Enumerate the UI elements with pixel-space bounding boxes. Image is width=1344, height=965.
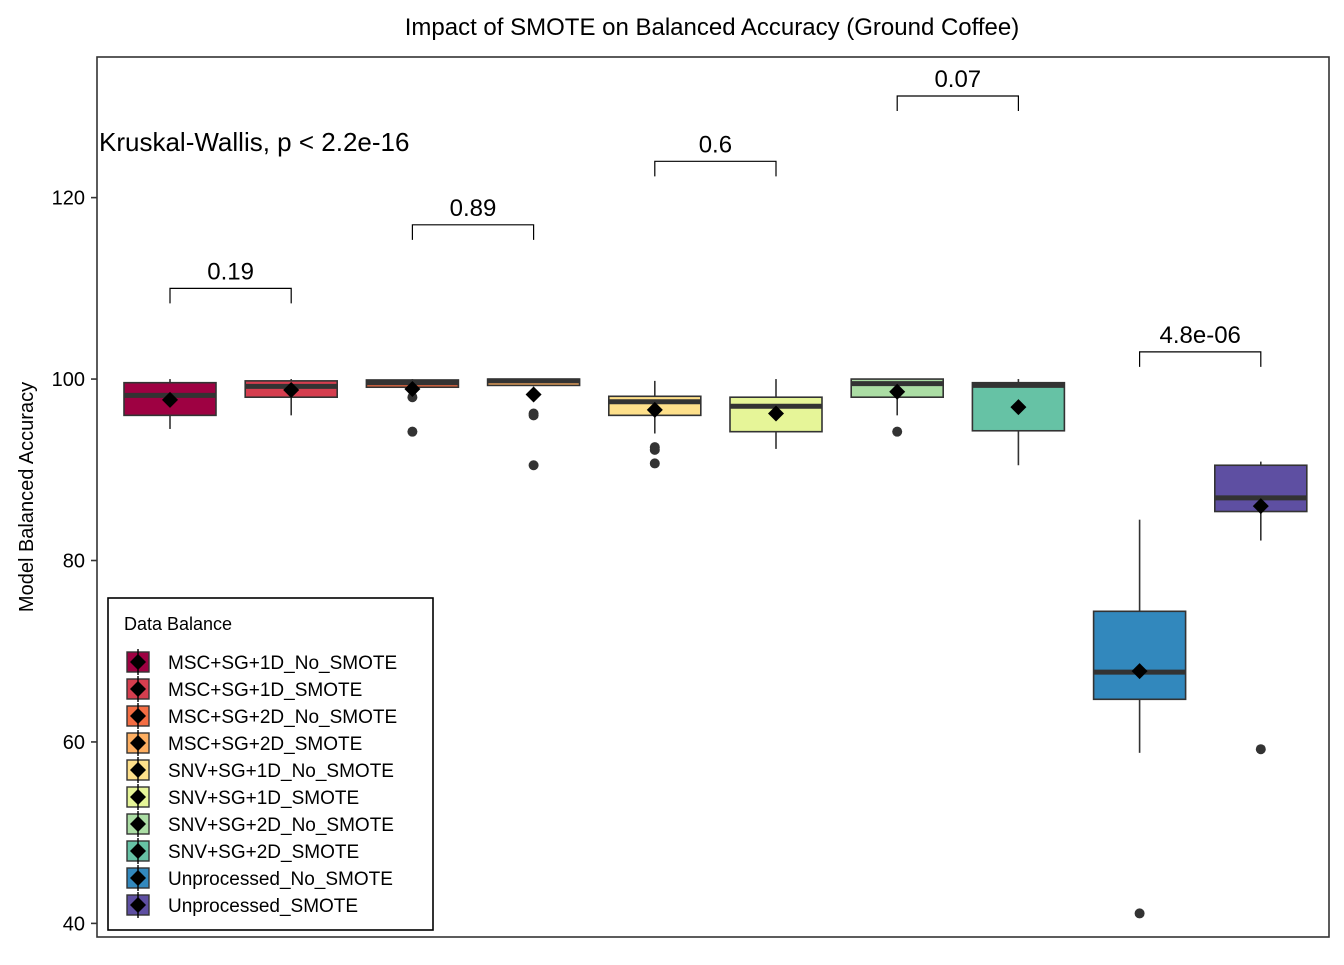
legend-title: Data Balance bbox=[124, 614, 232, 634]
legend-mean-marker bbox=[130, 816, 146, 832]
legend-label: Unprocessed_SMOTE bbox=[168, 896, 358, 917]
legend-mean-marker bbox=[130, 735, 146, 751]
y-axis-label: Model Balanced Accuracy bbox=[16, 382, 38, 612]
y-tick-label: 120 bbox=[52, 188, 85, 210]
p-value-label: 0.19 bbox=[207, 258, 254, 285]
legend-item: MSC+SG+2D_SMOTE bbox=[126, 730, 362, 756]
legend-item: SNV+SG+2D_No_SMOTE bbox=[126, 811, 394, 837]
mean-marker bbox=[162, 391, 178, 408]
y-axis: 40 60 80 100 120 bbox=[52, 188, 97, 935]
boxes bbox=[123, 378, 1308, 919]
legend-mean-marker bbox=[130, 897, 146, 913]
comparison-0.19: 0.19 bbox=[169, 258, 292, 304]
p-value-label: 4.8e-06 bbox=[1159, 322, 1240, 349]
bracket-line bbox=[896, 95, 1019, 112]
outlier-point bbox=[528, 410, 539, 421]
legend-label: MSC+SG+2D_SMOTE bbox=[168, 734, 362, 755]
box-Unprocessed_No_SMOTE bbox=[1092, 519, 1187, 919]
kruskal-wallis-annotation: Kruskal-Wallis, p < 2.2e-16 bbox=[99, 127, 409, 157]
outlier-point bbox=[1255, 744, 1266, 755]
box-SNV+SG+1D_SMOTE bbox=[729, 379, 823, 449]
legend-label: SNV+SG+1D_No_SMOTE bbox=[168, 761, 394, 782]
legend-item: MSC+SG+1D_SMOTE bbox=[126, 676, 362, 702]
chart-title: Impact of SMOTE on Balanced Accuracy (Gr… bbox=[405, 14, 1020, 41]
mean-marker bbox=[768, 405, 784, 422]
outlier-point bbox=[407, 392, 418, 403]
y-tick-label: 60 bbox=[63, 732, 85, 754]
mean-marker bbox=[525, 386, 542, 403]
legend-mean-marker bbox=[130, 762, 146, 778]
legend-item: Unprocessed_SMOTE bbox=[126, 892, 358, 918]
comparison-0.6: 0.6 bbox=[654, 131, 777, 177]
legend-mean-marker bbox=[130, 681, 146, 697]
p-value-label: 0.89 bbox=[450, 195, 497, 222]
y-tick-label: 100 bbox=[52, 369, 85, 391]
legend-item: SNV+SG+2D_SMOTE bbox=[126, 838, 359, 864]
legend-item: MSC+SG+2D_No_SMOTE bbox=[126, 703, 397, 729]
legend-mean-marker bbox=[130, 789, 146, 805]
y-tick-label: 40 bbox=[63, 913, 85, 935]
y-tick-label: 80 bbox=[63, 551, 85, 573]
outlier-point bbox=[407, 426, 418, 437]
legend-item: SNV+SG+1D_SMOTE bbox=[126, 784, 359, 810]
box-MSC+SG+2D_No_SMOTE bbox=[365, 379, 460, 437]
outlier-point bbox=[892, 426, 903, 437]
plot-panel bbox=[96, 56, 1330, 938]
outlier-point bbox=[649, 458, 660, 469]
legend: Data Balance MSC+SG+1D_No_SMOTE MSC+SG+1D… bbox=[107, 597, 434, 931]
legend-label: SNV+SG+2D_SMOTE bbox=[168, 842, 359, 863]
bracket-line bbox=[169, 287, 292, 304]
mean-marker bbox=[1131, 663, 1148, 680]
legend-label: MSC+SG+1D_SMOTE bbox=[168, 680, 362, 701]
legend-label: MSC+SG+2D_No_SMOTE bbox=[168, 707, 397, 728]
box-MSC+SG+2D_SMOTE bbox=[486, 378, 581, 471]
bracket-line bbox=[1139, 351, 1262, 367]
outlier-point bbox=[528, 460, 539, 471]
box-Unprocessed_SMOTE bbox=[1214, 461, 1308, 755]
legend-label: SNV+SG+1D_SMOTE bbox=[168, 788, 359, 809]
legend-item: MSC+SG+1D_No_SMOTE bbox=[126, 649, 397, 675]
legend-label: Unprocessed_No_SMOTE bbox=[168, 869, 393, 890]
legend-item: Unprocessed_No_SMOTE bbox=[126, 865, 393, 891]
p-value-label: 0.6 bbox=[699, 131, 732, 158]
legend-item: SNV+SG+1D_No_SMOTE bbox=[126, 757, 394, 783]
p-value-label: 0.07 bbox=[934, 66, 981, 93]
comparison-0.89: 0.89 bbox=[411, 195, 535, 240]
mean-marker bbox=[404, 381, 421, 398]
bracket-line bbox=[411, 224, 535, 240]
legend-label: MSC+SG+1D_No_SMOTE bbox=[168, 653, 397, 674]
mean-marker bbox=[1010, 399, 1027, 416]
box-SNV+SG+1D_No_SMOTE bbox=[607, 380, 702, 469]
mean-marker bbox=[889, 383, 906, 400]
box-SNV+SG+2D_No_SMOTE bbox=[850, 378, 945, 437]
box-MSC+SG+1D_No_SMOTE bbox=[123, 379, 217, 429]
comparison-brackets: 0.19 0.89 0.6 0.07 4.8e-06 bbox=[169, 66, 1262, 367]
outlier-point bbox=[649, 444, 660, 455]
mean-marker bbox=[1252, 498, 1269, 515]
box-body bbox=[1092, 610, 1187, 701]
outlier-point bbox=[1134, 908, 1145, 919]
mean-marker bbox=[283, 381, 300, 398]
legend-box bbox=[107, 597, 434, 931]
comparison-4.8e-06: 4.8e-06 bbox=[1139, 322, 1262, 367]
legend-label: SNV+SG+2D_No_SMOTE bbox=[168, 815, 394, 836]
legend-mean-marker bbox=[130, 654, 146, 670]
box-SNV+SG+2D_SMOTE bbox=[971, 379, 1066, 466]
bracket-line bbox=[654, 160, 777, 177]
box-MSC+SG+1D_SMOTE bbox=[244, 379, 338, 416]
comparison-0.07: 0.07 bbox=[896, 66, 1019, 112]
legend-mean-marker bbox=[130, 843, 146, 859]
legend-mean-marker bbox=[130, 708, 146, 724]
legend-mean-marker bbox=[130, 870, 146, 886]
mean-marker bbox=[646, 401, 663, 418]
